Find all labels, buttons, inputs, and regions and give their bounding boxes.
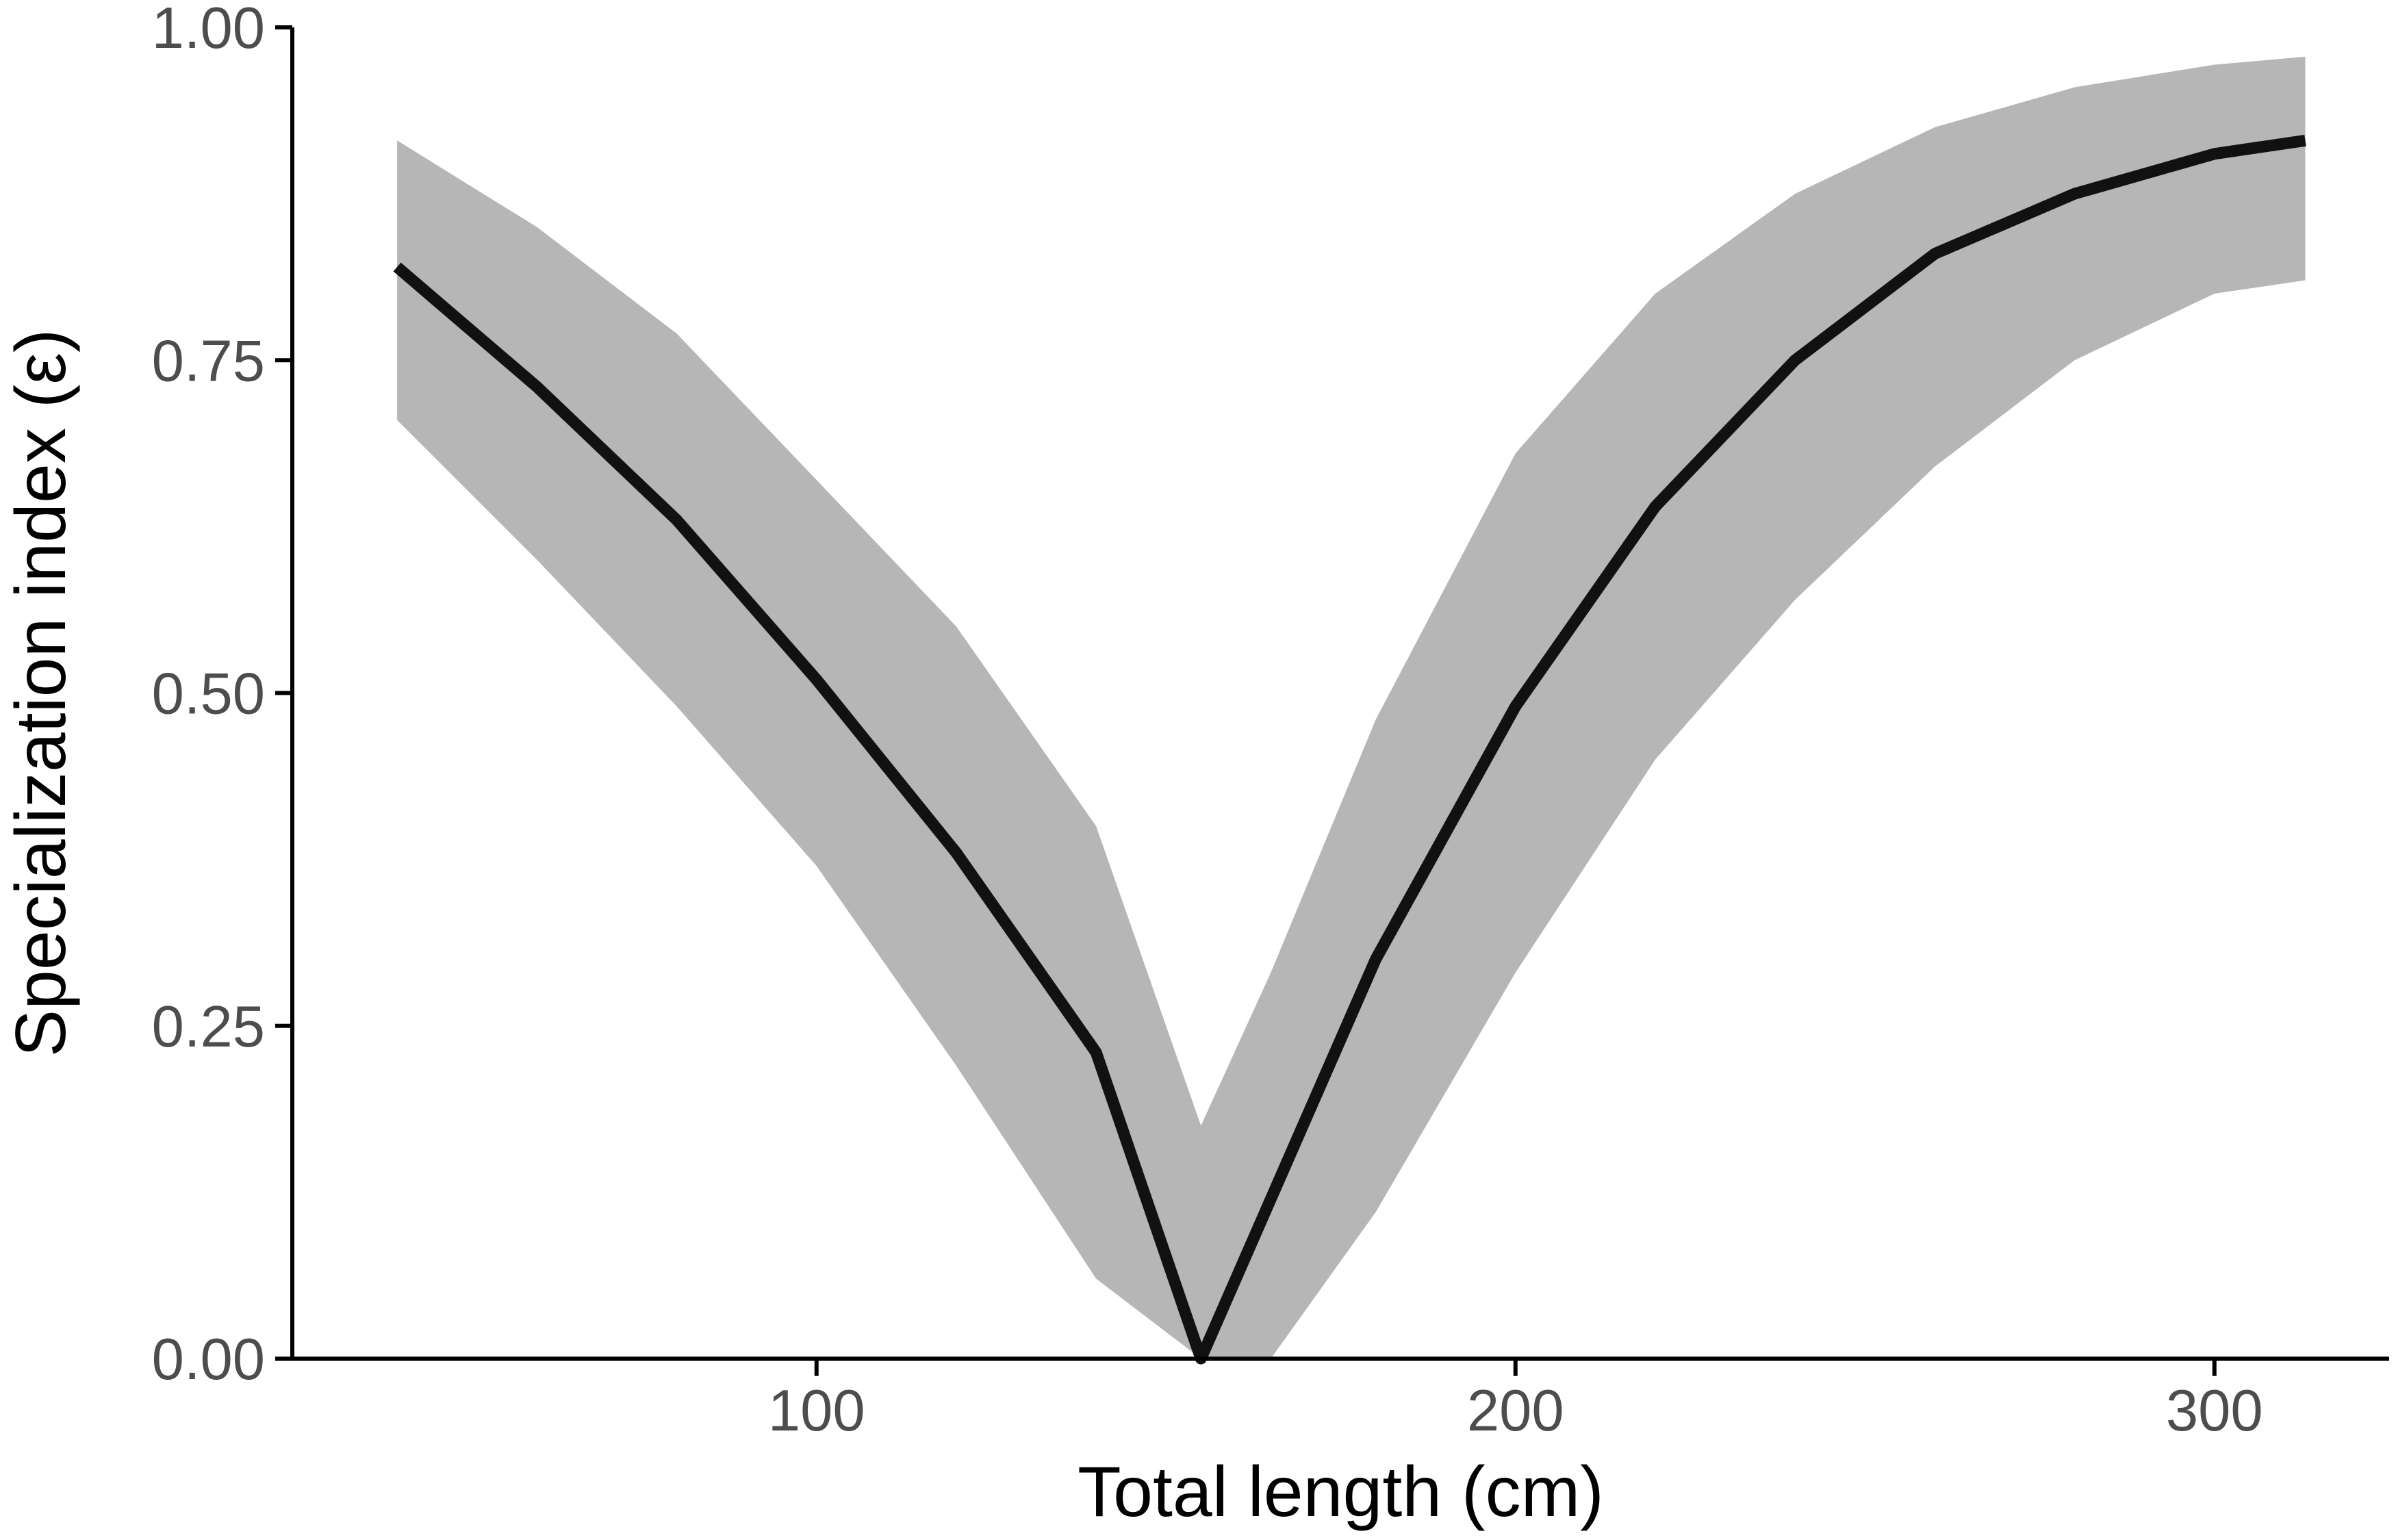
y-tick-label: 0.50 [152,662,265,727]
x-axis-title: Total length (cm) [1078,1452,1604,1532]
y-tick-label: 0.25 [152,994,265,1060]
x-tick-label: 300 [2166,1378,2263,1443]
y-tick-label: 0.00 [152,1327,265,1392]
confidence-band-layer [397,56,2306,1359]
y-tick-label: 0.75 [152,329,265,394]
x-tick-label: 100 [768,1378,865,1443]
y-axis-title: Specialization index (ε) [1,329,81,1057]
y-tick-label: 1.00 [152,0,265,61]
x-tick-label: 200 [1467,1378,1564,1443]
y-ticks: 0.00 0.25 0.50 0.75 1.00 [152,0,292,1392]
fit-line [393,134,2306,1365]
fit-line-layer [393,134,2306,1365]
x-ticks: 100 200 300 [768,1359,2263,1443]
confidence-band [397,56,2306,1359]
